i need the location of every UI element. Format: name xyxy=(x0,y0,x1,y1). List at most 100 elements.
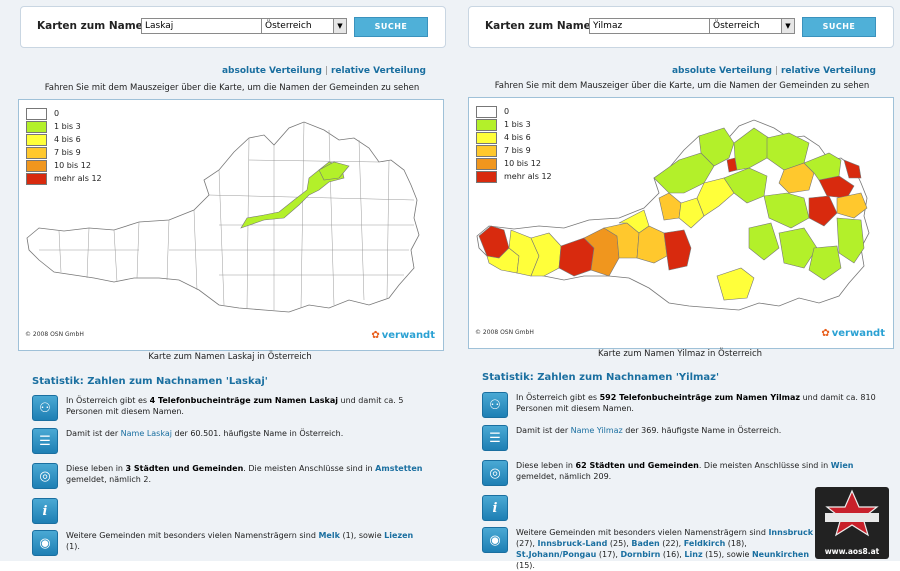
legend-item: 7 bis 9 xyxy=(26,146,102,159)
globe-icon: ◎ xyxy=(482,460,508,486)
map-legend: 0 1 bis 3 4 bis 6 7 bis 9 10 bis 12 mehr als … xyxy=(476,105,552,183)
name-input[interactable] xyxy=(141,18,265,34)
region-styria-1 xyxy=(748,222,780,261)
legend-label: 0 xyxy=(54,109,60,118)
legend-item: 0 xyxy=(476,105,552,118)
legend-label: 1 bis 3 xyxy=(54,122,81,131)
name-link[interactable]: Name Yilmaz xyxy=(570,426,623,435)
city-link[interactable]: St.Johann/Pongau xyxy=(516,550,597,559)
city-link[interactable]: Melk xyxy=(318,531,340,540)
city-link[interactable]: Liezen xyxy=(384,531,414,540)
region-lower-austria-5 xyxy=(803,152,842,181)
stat-rank: ☰ Damit ist der Name Yilmaz der 369. häu… xyxy=(482,425,882,451)
legend-label: 1 bis 3 xyxy=(504,120,531,129)
legend-swatch xyxy=(476,170,497,183)
map-legend: 0 1 bis 3 4 bis 6 7 bis 9 10 bis 12 mehr als … xyxy=(26,107,102,185)
legend-swatch xyxy=(26,172,47,185)
country-select[interactable]: Österreich ▼ xyxy=(709,18,795,34)
legend-swatch xyxy=(476,157,497,170)
search-label: Karten zum Namen xyxy=(485,20,599,32)
search-form: Karten zum Namen Österreich▼ SUCHE xyxy=(20,6,446,48)
city-link[interactable]: Innsbruck-Land xyxy=(537,539,608,548)
map-hint: Fahren Sie mit dem Mauszeiger über die K… xyxy=(494,81,870,91)
chevron-down-icon: ▼ xyxy=(333,19,346,33)
name-link[interactable]: Name Laskaj xyxy=(120,429,172,438)
absolute-distribution-link[interactable]: absolute Verteilung xyxy=(671,66,772,76)
relative-distribution-link[interactable]: relative Verteilung xyxy=(330,66,426,76)
distribution-links: absolute Verteilung | relative Verteilung xyxy=(671,66,876,76)
people-icon: ✿ xyxy=(821,328,830,339)
region-upper-austria-1 xyxy=(653,152,715,194)
stat-municipalities-text: Weitere Gemeinden mit besonders vielen N… xyxy=(516,528,814,570)
globe-icon: ◎ xyxy=(32,463,58,489)
legend-label: 10 bis 12 xyxy=(504,159,541,168)
search-button[interactable]: SUCHE xyxy=(354,17,428,37)
legend-swatch xyxy=(26,146,47,159)
legend-swatch xyxy=(26,133,47,146)
city-link[interactable]: Dornbirn xyxy=(620,550,661,559)
legend-label: 7 bis 9 xyxy=(504,146,531,155)
map-svg xyxy=(476,119,870,311)
legend-item: 7 bis 9 xyxy=(476,144,552,157)
search-button[interactable]: SUCHE xyxy=(802,17,876,37)
stat-municipalities: ◉ Weitere Gemeinden mit besonders vielen… xyxy=(482,527,882,571)
legend-label: 10 bis 12 xyxy=(54,161,91,170)
legend-item: 4 bis 6 xyxy=(476,131,552,144)
country-select[interactable]: Österreich ▼ xyxy=(261,18,347,34)
people-icon: ✿ xyxy=(371,330,380,341)
region-lower-austria-4 xyxy=(836,192,868,219)
map-caption: Karte zum Namen Yilmaz in Österreich xyxy=(597,349,763,359)
relative-distribution-link[interactable]: relative Verteilung xyxy=(780,66,876,76)
city-link[interactable]: Innsbruck xyxy=(768,528,814,537)
target-icon: ◉ xyxy=(482,527,508,553)
colored-regions xyxy=(478,127,868,301)
legend-item: 10 bis 12 xyxy=(476,157,552,170)
austria-map[interactable]: 0 1 bis 3 4 bis 6 7 bis 9 10 bis 12 mehr als … xyxy=(18,99,444,351)
legend-swatch xyxy=(26,159,47,172)
people-icon: ⚇ xyxy=(482,392,508,418)
city-link[interactable]: Wien xyxy=(830,461,854,470)
list-icon: ☰ xyxy=(32,428,58,454)
absolute-distribution-link[interactable]: absolute Verteilung xyxy=(221,66,322,76)
region-carinthia xyxy=(716,267,755,301)
stats-title: Statistik: Zahlen zum Nachnamen 'Yilmaz' xyxy=(482,372,720,383)
stat-municipalities-text: Weitere Gemeinden mit besonders vielen N… xyxy=(66,531,414,551)
legend-item: mehr als 12 xyxy=(476,170,552,183)
verwandt-logo[interactable]: ✿ verwandt xyxy=(371,330,435,341)
region-salzburg-4 xyxy=(678,197,705,229)
stat-rank-text: Damit ist der Name Laskaj der 60.501. hä… xyxy=(66,429,344,438)
list-icon: ☰ xyxy=(482,425,508,451)
stat-entries-text: In Österreich gibt es 4 Telefonbucheintr… xyxy=(66,396,404,416)
people-icon: ⚇ xyxy=(32,395,58,421)
region-styria-3 xyxy=(808,245,842,281)
city-link[interactable]: Neunkirchen xyxy=(751,550,810,559)
city-link[interactable]: Baden xyxy=(631,539,660,548)
star-logo xyxy=(825,489,879,537)
city-link[interactable]: Linz xyxy=(684,550,703,559)
distribution-links: absolute Verteilung | relative Verteilung xyxy=(221,66,426,76)
austria-map[interactable]: 0 1 bis 3 4 bis 6 7 bis 9 10 bis 12 mehr als … xyxy=(468,97,894,349)
legend-label: mehr als 12 xyxy=(504,172,552,181)
stat-info: i xyxy=(32,498,432,524)
watermark-badge: www.aos8.at xyxy=(815,487,889,559)
left-panel: Karten zum Namen Österreich▼ SUCHE absol… xyxy=(0,0,450,561)
map-hint: Fahren Sie mit dem Mauszeiger über die K… xyxy=(44,83,420,93)
legend-label: 4 bis 6 xyxy=(54,135,81,144)
verwandt-logo[interactable]: ✿ verwandt xyxy=(821,328,885,339)
stat-places-text: Diese leben in 62 Städten und Gemeinden.… xyxy=(516,461,854,481)
target-icon: ◉ xyxy=(32,530,58,556)
region-laskaj-2 xyxy=(318,161,350,181)
legend-item: 4 bis 6 xyxy=(26,133,102,146)
chevron-down-icon: ▼ xyxy=(781,19,794,33)
region-lower-austria-6 xyxy=(763,192,810,229)
right-panel: Karten zum Namen Österreich▼ SUCHE absol… xyxy=(450,0,900,570)
legend-label: 7 bis 9 xyxy=(54,148,81,157)
city-link[interactable]: Amstetten xyxy=(375,464,423,473)
legend-swatch xyxy=(476,131,497,144)
stat-places-text: Diese leben in 3 Städten und Gemeinden. … xyxy=(66,464,423,484)
city-link[interactable]: Feldkirch xyxy=(683,539,726,548)
stat-municipalities: ◉ Weitere Gemeinden mit besonders vielen… xyxy=(32,530,432,556)
name-input[interactable] xyxy=(589,18,713,34)
stat-info: i xyxy=(482,495,882,521)
stat-rank-text: Damit ist der Name Yilmaz der 369. häufi… xyxy=(516,426,782,435)
